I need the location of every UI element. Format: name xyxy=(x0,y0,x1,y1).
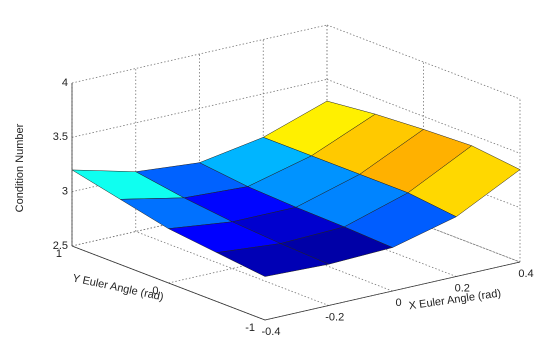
z-axis-label: Condition Number xyxy=(14,123,26,212)
grid-line xyxy=(326,24,521,100)
x-tick-label: -0.4 xyxy=(262,326,281,338)
y-axis xyxy=(71,245,266,321)
grid-line xyxy=(326,78,521,154)
surface-patch xyxy=(215,243,330,277)
y-tick-label: 0 xyxy=(152,285,158,297)
grid-line xyxy=(135,231,329,306)
x-tick-label: 0.4 xyxy=(518,268,533,280)
y-axis-label: Y Euler Angle (rad) xyxy=(71,272,164,303)
x-tick-label: 0 xyxy=(395,297,401,309)
z-tick-label: 3.5 xyxy=(53,131,68,143)
y-tick-label: -1 xyxy=(245,322,255,334)
x-tick-label: 0.2 xyxy=(455,282,470,294)
y-tick-label: 1 xyxy=(56,248,62,260)
grid-line xyxy=(71,78,328,138)
z-tick-label: 2.5 xyxy=(53,240,68,252)
z-tick-label: 3 xyxy=(62,186,68,198)
grid-line xyxy=(71,24,328,84)
x-tick-label: -0.2 xyxy=(325,311,344,323)
grid-line xyxy=(326,187,521,263)
x-axis xyxy=(264,261,521,321)
z-tick-label: 4 xyxy=(62,77,68,89)
grid-line xyxy=(326,133,521,209)
